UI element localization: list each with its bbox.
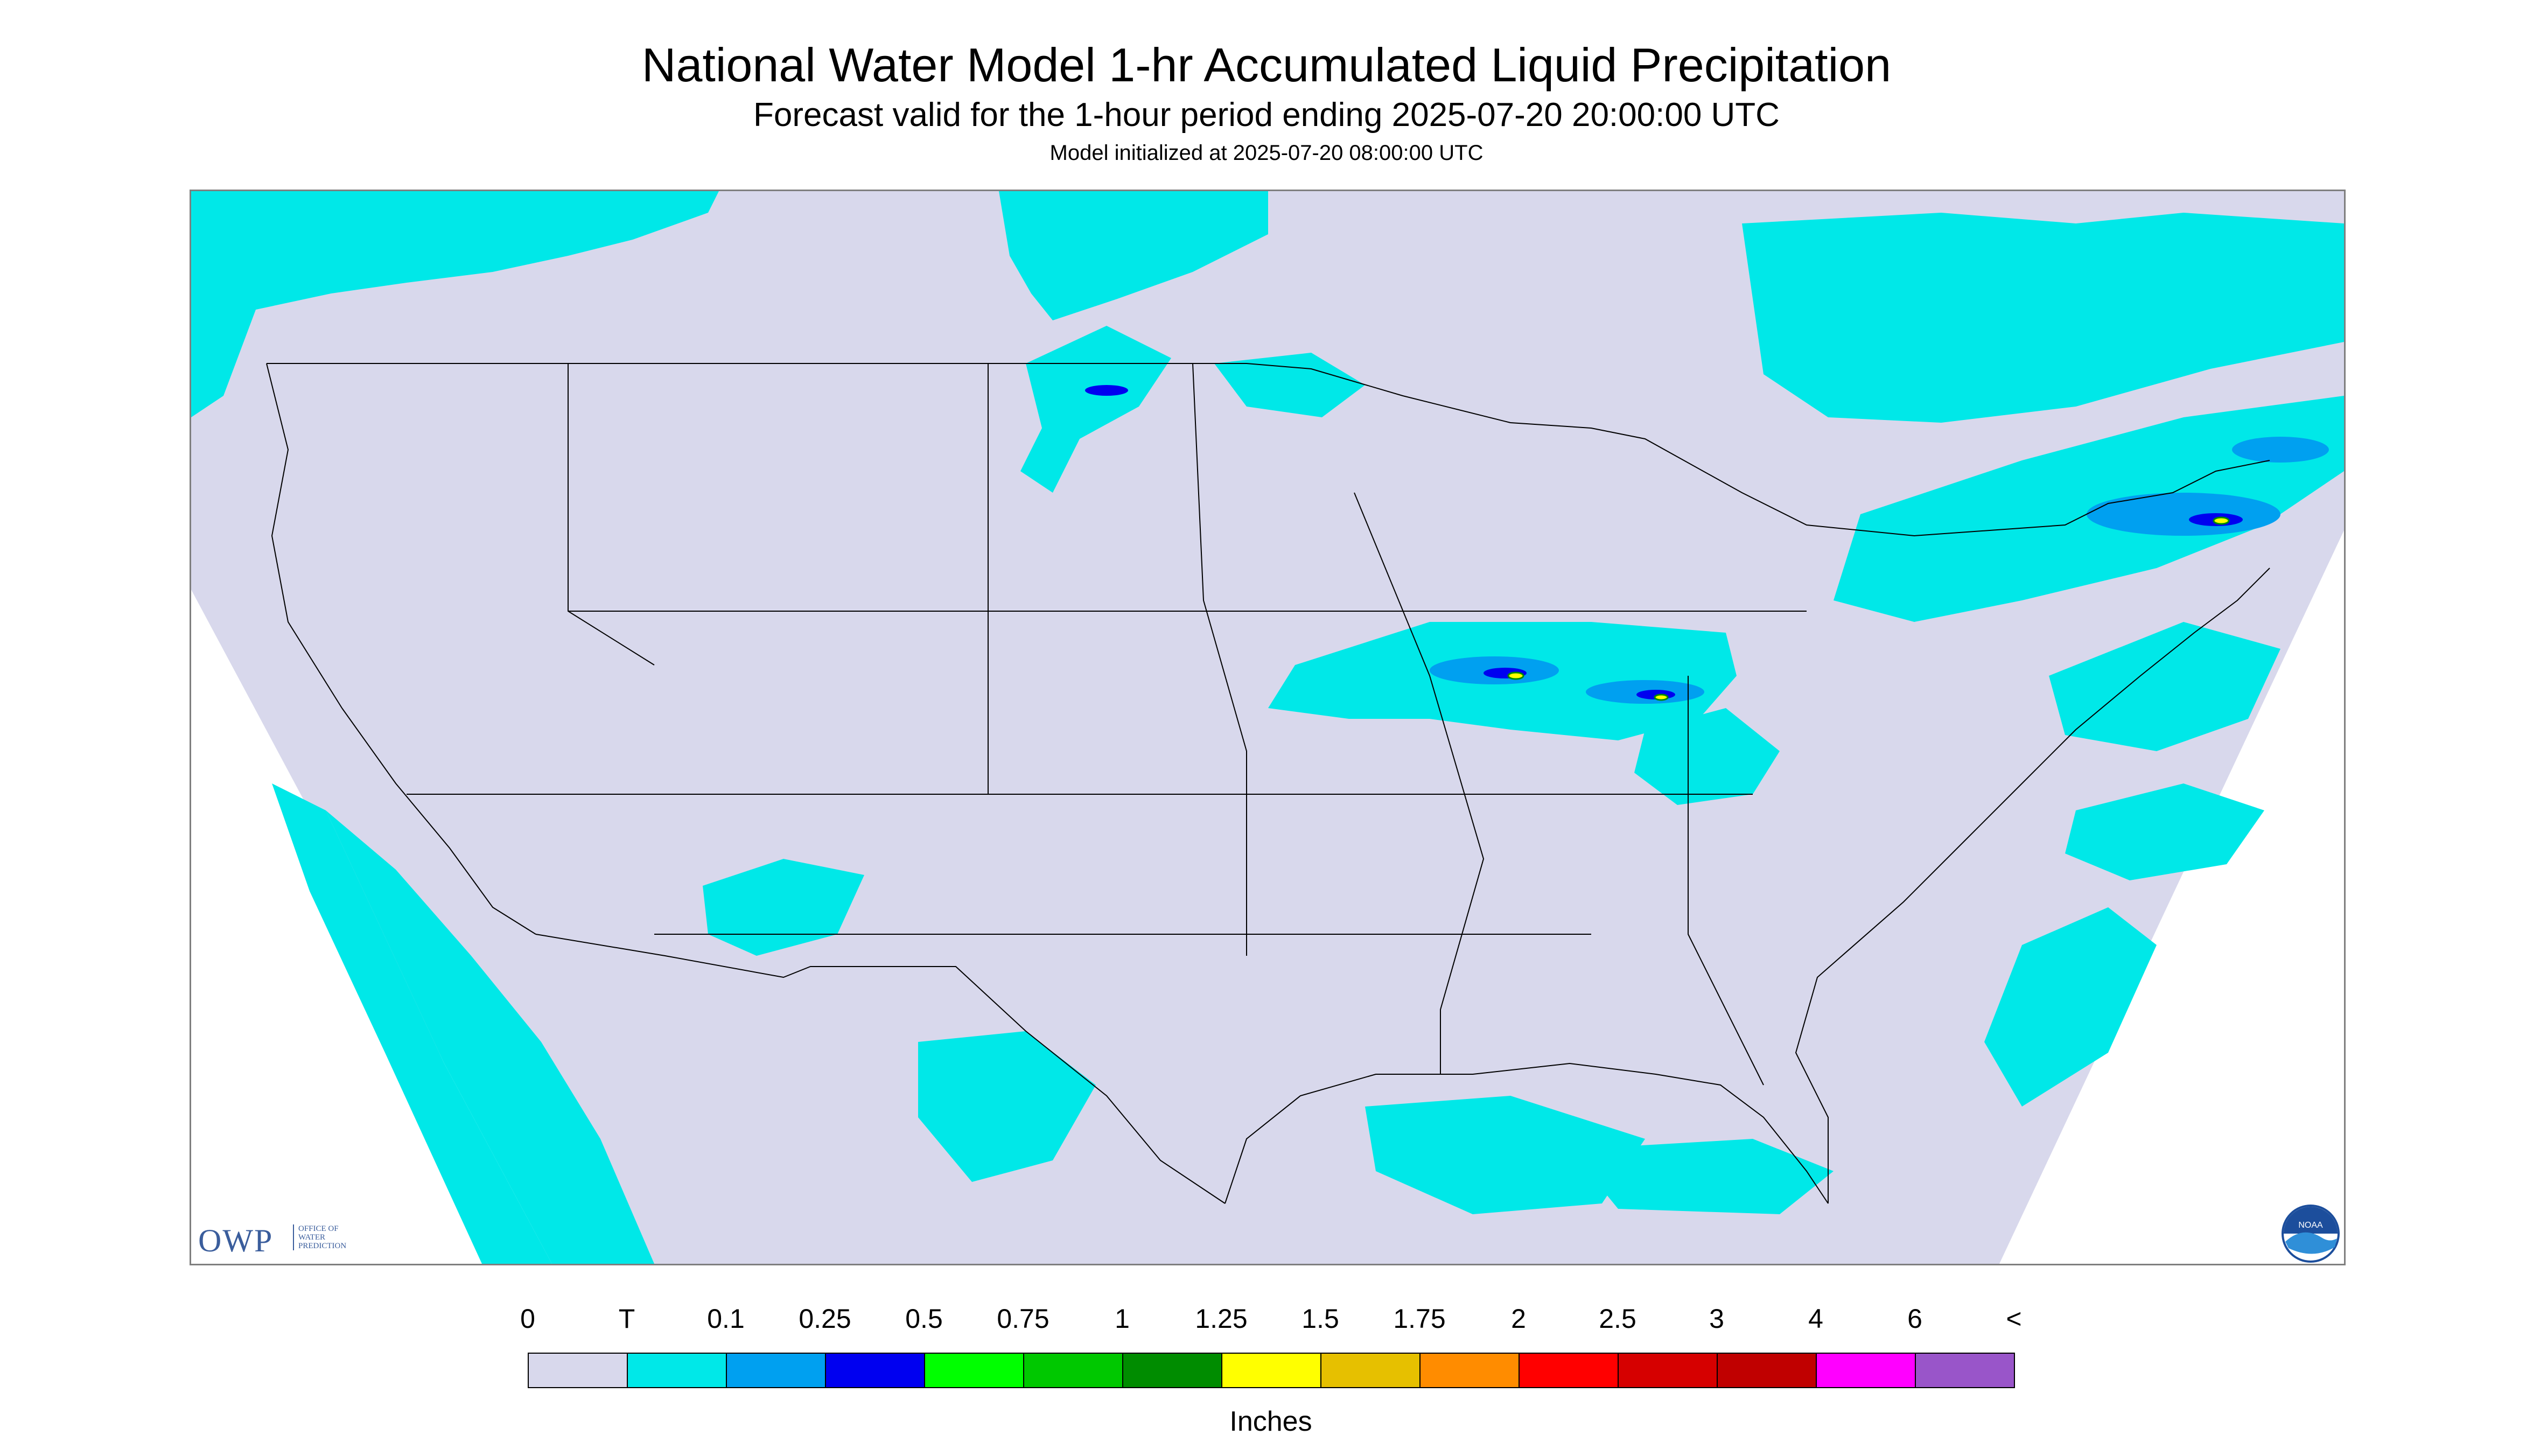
legend-tick-label: < (2006, 1304, 2022, 1334)
legend-tick-label: 0.1 (707, 1304, 745, 1334)
precip-intense-illinois (1507, 671, 1524, 680)
legend-tick-label: 2 (1511, 1304, 1526, 1334)
legend-tick-label: 0 (520, 1304, 535, 1334)
legend-swatch (1320, 1353, 1421, 1388)
state-line-mississippi (1354, 492, 1485, 1074)
legend-tick-label: 1.5 (1302, 1304, 1339, 1334)
mexico-us-border (535, 934, 1226, 1204)
legend-swatch (1221, 1353, 1321, 1388)
legend-tick-label: 4 (1808, 1304, 1823, 1334)
precip-tennessee (1634, 708, 1780, 805)
legend-swatch (1419, 1353, 1520, 1388)
noaa-logo-text: NOAA (2298, 1221, 2323, 1230)
precip-intense-indiana (1654, 694, 1669, 701)
legend-swatch (1519, 1353, 1619, 1388)
owp-logo-line: PREDICTION (298, 1242, 347, 1250)
legend-tick-label: 1 (1115, 1304, 1130, 1334)
precip-pacific-nw (191, 191, 719, 417)
map-boundaries (266, 363, 2270, 1204)
owp-logo-mark: OWP (198, 1223, 274, 1258)
legend-swatch (1122, 1353, 1222, 1388)
precip-baja-west (272, 783, 552, 1264)
precip-intense-maine (2213, 516, 2230, 525)
precip-atlantic-offshore (2065, 783, 2264, 880)
legend-swatch (924, 1353, 1024, 1388)
legend-swatch (528, 1353, 628, 1388)
precip-core-new-england (2087, 493, 2280, 536)
legend-swatch (1023, 1353, 1123, 1388)
legend-swatch (1717, 1353, 1817, 1388)
precip-atlantic-south (1984, 907, 2157, 1107)
precip-mexico-scatter (918, 1031, 1096, 1182)
owp-logo: OWP OFFICE OF WATER PREDICTION (198, 1222, 376, 1260)
canada-us-border (267, 363, 2270, 537)
precip-heavy-cores (1085, 385, 2243, 699)
legend-tick-label: 3 (1709, 1304, 1724, 1334)
us-gulf-coast (1224, 1062, 1829, 1204)
precip-gulf-scatter (1365, 1096, 1645, 1214)
legend-tick-label: 0.5 (905, 1304, 943, 1334)
precip-heavy-dakota (1085, 385, 1128, 396)
model-init-line: Model initialized at 2025-07-20 08:00:00… (1049, 141, 1484, 165)
legend-tick-label: 0.25 (799, 1304, 851, 1334)
precip-intense-cores (1507, 516, 2230, 701)
us-east-coast (1795, 568, 2270, 1203)
legend-tick-label: T (618, 1304, 635, 1334)
precip-canada-central (999, 191, 1268, 320)
precip-trace-areas (191, 191, 2344, 1264)
owp-logo-text: OFFICE OF WATER PREDICTION (293, 1224, 346, 1250)
precip-southwest-scatter (703, 859, 864, 956)
precip-florida-straits (1570, 1139, 1834, 1214)
precip-mid-atlantic-coast (2049, 622, 2280, 751)
precip-dakotas-band (1020, 326, 1171, 493)
owp-logo-line: OFFICE OF (298, 1224, 339, 1233)
state-line-central (1192, 363, 1247, 956)
state-line-appalachian (1688, 676, 1764, 1086)
chart-title: National Water Model 1-hr Accumulated Li… (641, 38, 1892, 92)
legend-swatch (1816, 1353, 1916, 1388)
precip-minnesota (1214, 353, 1365, 417)
precip-ontario (1742, 213, 2344, 423)
owp-logo-line: WATER (298, 1233, 325, 1242)
legend-tick-label: 2.5 (1599, 1304, 1636, 1334)
legend-tick-label: 0.75 (997, 1304, 1049, 1334)
legend-tick-label: 6 (1907, 1304, 1922, 1334)
precip-pacific-sw (326, 810, 654, 1264)
precipitation-map (190, 190, 2346, 1265)
legend-swatch (825, 1353, 925, 1388)
legend-tick-label: 1.75 (1393, 1304, 1446, 1334)
precip-core-quebec (2232, 437, 2329, 463)
precip-northeast-band (1834, 396, 2344, 622)
legend-swatch (627, 1353, 727, 1388)
color-legend: 0 T 0.1 0.25 0.5 0.75 1 1.25 1.5 1.75 2 2.5 3 4 6 < Inc… (520, 1303, 2022, 1438)
map-domain (191, 191, 2344, 1264)
legend-tick-label: 1.25 (1195, 1304, 1248, 1334)
noaa-logo-icon: NOAA (2282, 1205, 2340, 1263)
us-west-coast (266, 363, 536, 935)
legend-unit-label: Inches (1229, 1406, 1312, 1437)
legend-swatch (726, 1353, 826, 1388)
legend-swatch (1915, 1353, 2015, 1388)
chart-subtitle: Forecast valid for the 1-hour period end… (753, 96, 1780, 134)
legend-swatch (1618, 1353, 1718, 1388)
